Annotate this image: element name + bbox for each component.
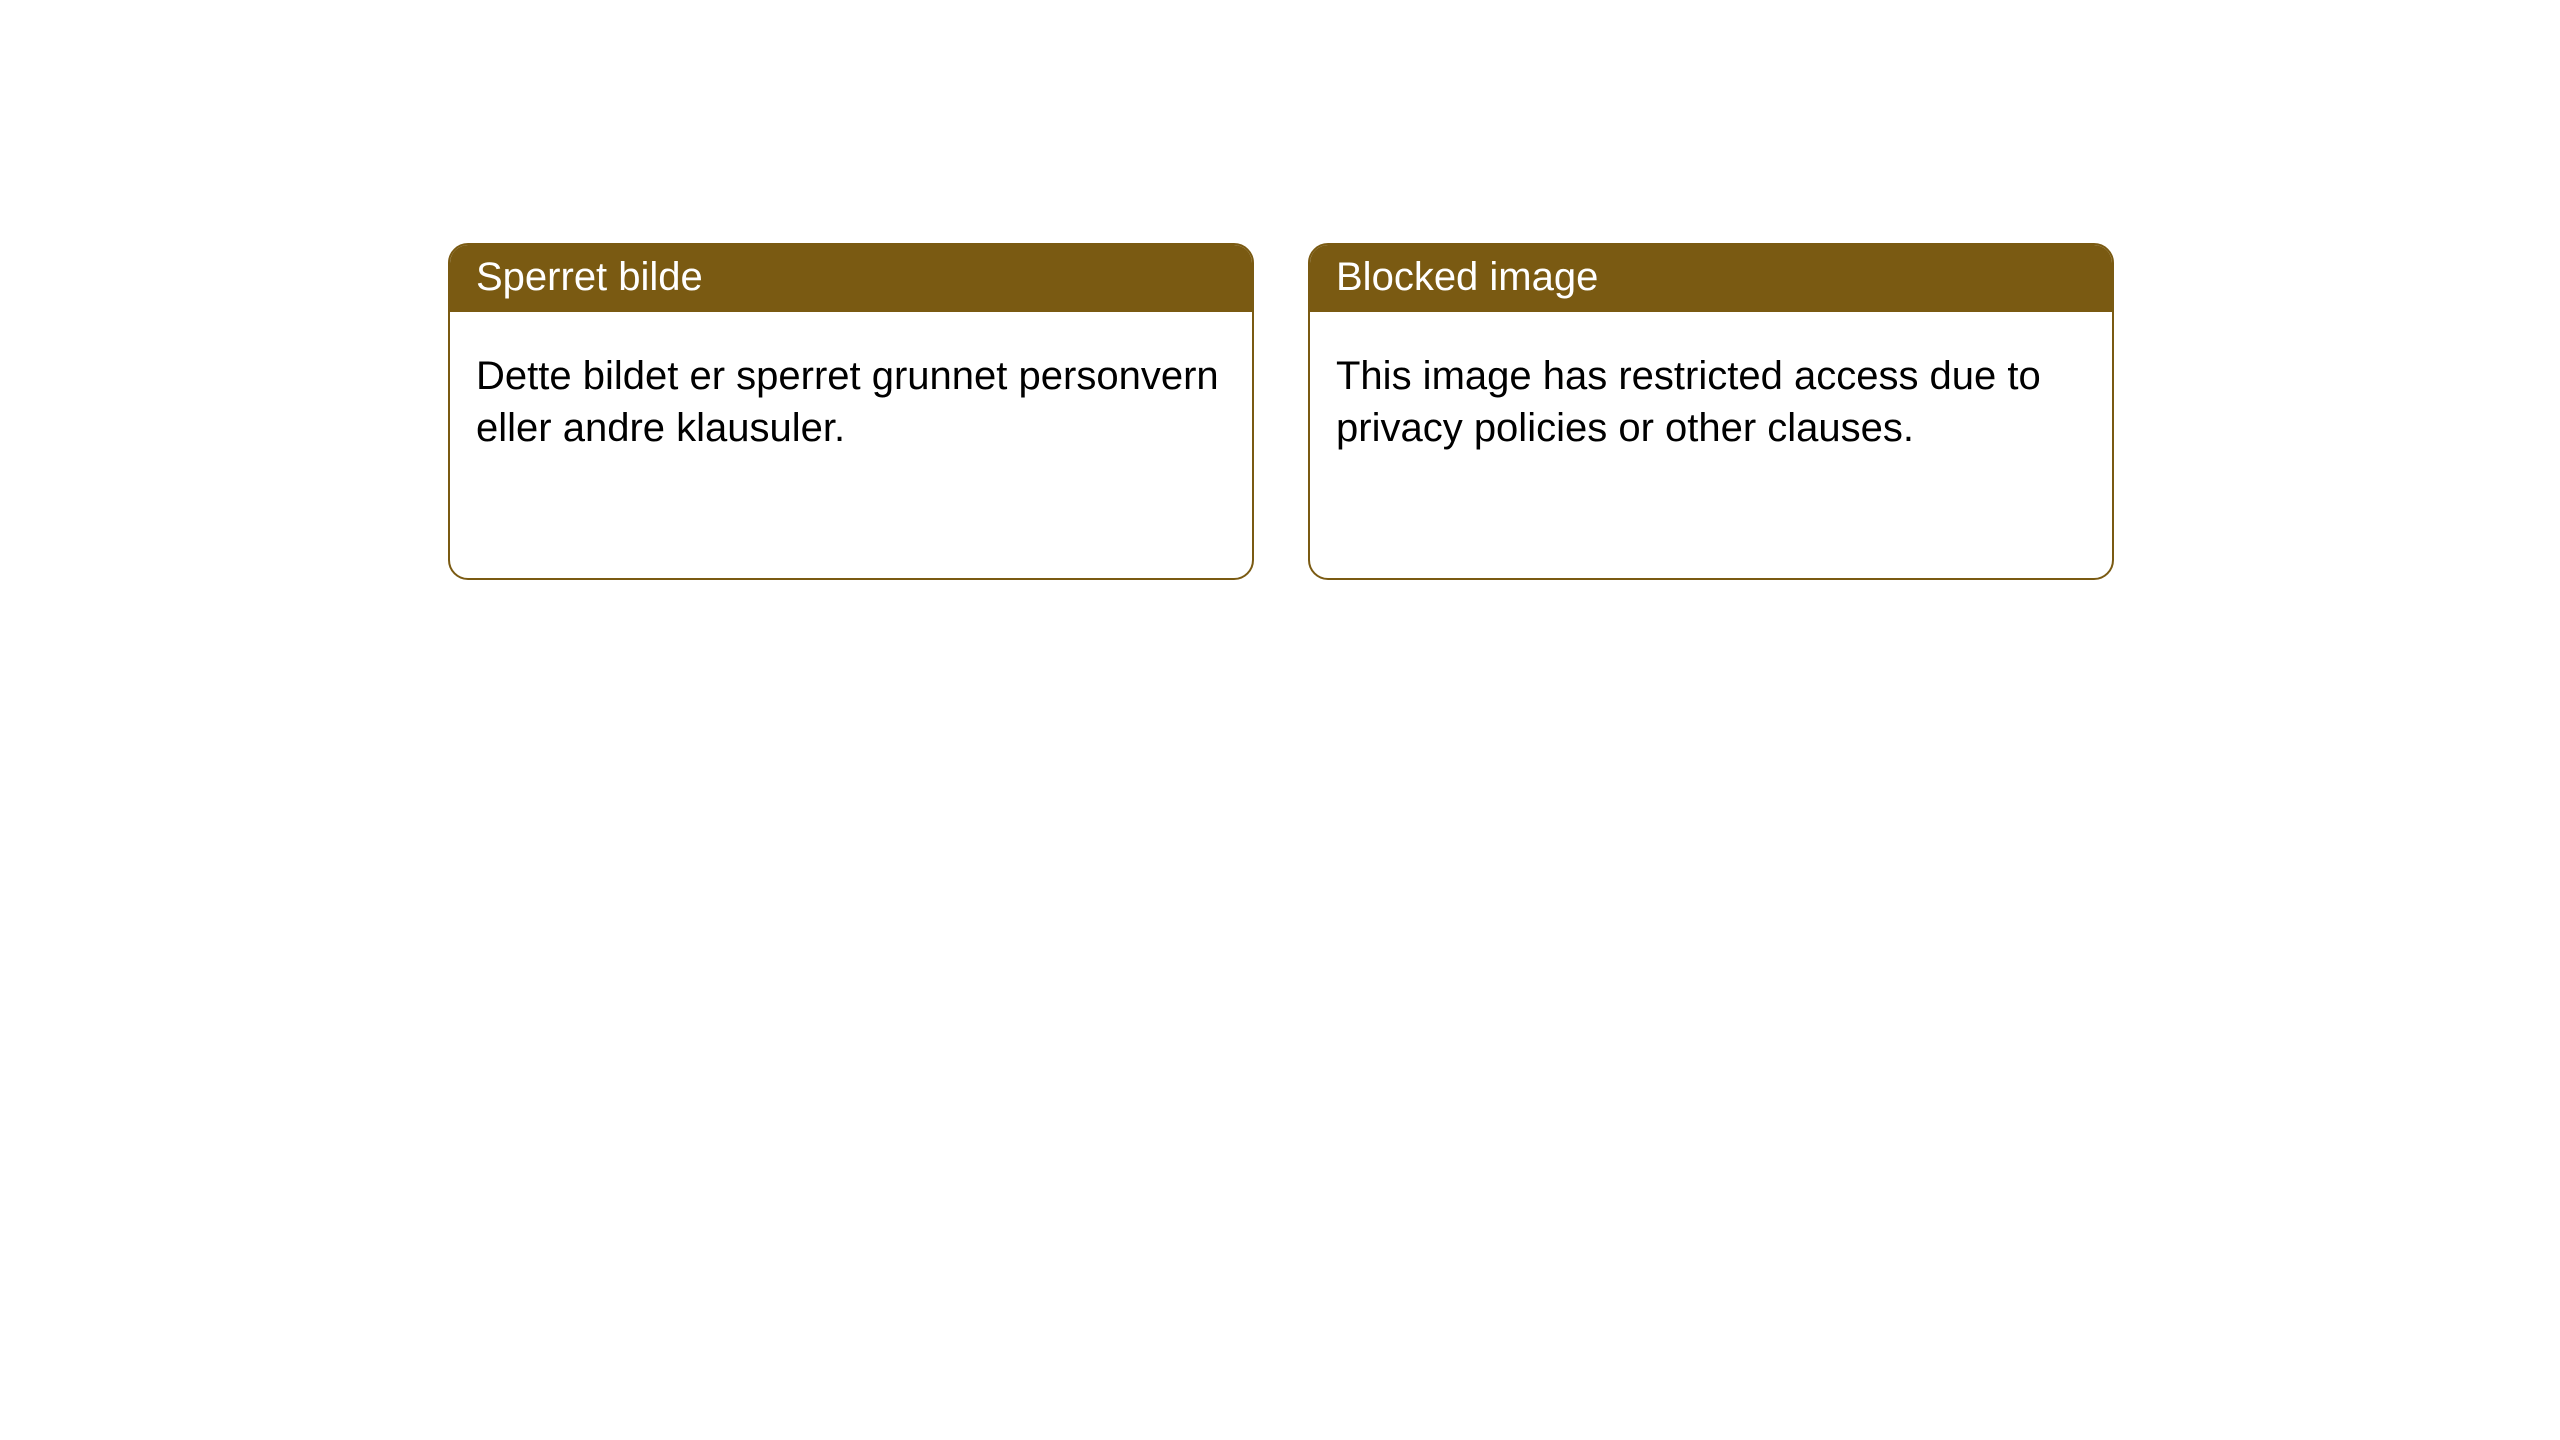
- notice-title-norwegian: Sperret bilde: [450, 245, 1252, 312]
- notice-container: Sperret bilde Dette bildet er sperret gr…: [0, 0, 2560, 580]
- notice-body-english: This image has restricted access due to …: [1310, 312, 2112, 480]
- notice-title-english: Blocked image: [1310, 245, 2112, 312]
- notice-card-norwegian: Sperret bilde Dette bildet er sperret gr…: [448, 243, 1254, 580]
- notice-card-english: Blocked image This image has restricted …: [1308, 243, 2114, 580]
- notice-body-norwegian: Dette bildet er sperret grunnet personve…: [450, 312, 1252, 480]
